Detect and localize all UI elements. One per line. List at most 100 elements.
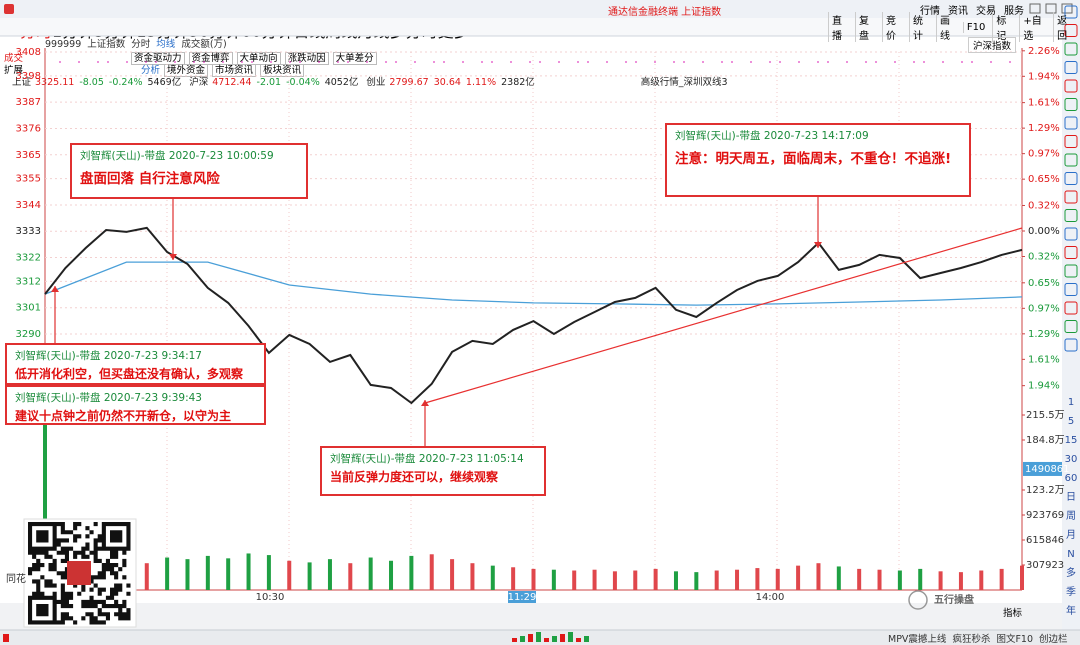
tab[interactable]: 资金博弈 bbox=[188, 52, 233, 65]
annotation: 刘智辉(天山)-带盘 2020-7-23 9:34:17 低开消化利空，但买盘还没… bbox=[5, 343, 266, 385]
signal-dot bbox=[673, 61, 675, 63]
tab[interactable]: 市场资讯 bbox=[212, 64, 257, 77]
sidebar-icon bbox=[1064, 338, 1078, 352]
tool-button[interactable]: 统计 bbox=[908, 12, 929, 42]
y-tick-label: 3333 bbox=[16, 226, 41, 237]
signal-dot bbox=[769, 61, 771, 63]
mini-bar bbox=[544, 638, 549, 642]
y2-tick-label: 1.61% bbox=[1028, 354, 1060, 365]
tab[interactable]: 大单动向 bbox=[236, 52, 281, 65]
volume-bar bbox=[999, 568, 1004, 590]
sidebar-period: 年 bbox=[1066, 604, 1076, 617]
volume-bar bbox=[409, 555, 414, 590]
status-link[interactable]: MPV震撼上线 bbox=[888, 634, 947, 645]
sidebar-bg bbox=[1062, 0, 1080, 645]
signal-dot bbox=[395, 61, 397, 63]
volume-bar bbox=[511, 567, 516, 590]
status-item: 4052亿 bbox=[324, 77, 359, 88]
tool-button[interactable]: 直播 bbox=[828, 12, 848, 42]
sidebar-period: 60 bbox=[1065, 473, 1078, 484]
status-marker bbox=[3, 634, 9, 642]
status-link[interactable]: 疯狂秒杀 bbox=[952, 634, 991, 645]
status-link[interactable]: 创边栏 bbox=[1039, 634, 1068, 645]
annotation: 刘智辉(天山)-带盘 2020-7-23 14:17:09 注意：明天周五，面临周… bbox=[665, 123, 971, 197]
y-tick-label: 3387 bbox=[16, 97, 41, 108]
sidebar-icon bbox=[1064, 227, 1078, 241]
signal-dot bbox=[827, 61, 829, 63]
top-link[interactable]: 服务 bbox=[1004, 5, 1024, 17]
tab[interactable]: 板块资讯 bbox=[260, 64, 305, 77]
y2-tick-label: 1.94% bbox=[1028, 381, 1060, 392]
tool-button[interactable]: 竞价 bbox=[881, 12, 902, 42]
signal-dot bbox=[539, 61, 541, 63]
signal-dot bbox=[510, 61, 512, 63]
annotation-header: 刘智辉(天山)-带盘 2020-7-23 14:17:09 bbox=[675, 130, 869, 142]
top-link[interactable]: 行情 bbox=[920, 5, 940, 17]
sidebar-period: 1 bbox=[1068, 397, 1074, 408]
sidebar-icon bbox=[1064, 5, 1078, 19]
sidebar-period: 月 bbox=[1066, 529, 1076, 541]
index-label: 沪深指数 bbox=[968, 37, 1017, 53]
top-link[interactable]: 交易 bbox=[976, 5, 996, 17]
volume-bar bbox=[348, 563, 353, 590]
average-line bbox=[44, 261, 1023, 306]
sidebar-icon bbox=[1064, 320, 1078, 333]
tool-button[interactable]: +自选 bbox=[1019, 12, 1046, 42]
signal-dot bbox=[59, 61, 61, 63]
signal-dot bbox=[1009, 61, 1011, 63]
window-button bbox=[1045, 3, 1057, 14]
toolbar-bg bbox=[0, 18, 1080, 36]
volume-bar bbox=[897, 570, 902, 590]
status-item: 1.11% bbox=[465, 77, 497, 88]
signal-dot bbox=[203, 61, 205, 63]
volume-bar bbox=[918, 568, 923, 590]
volume-bar bbox=[633, 570, 638, 590]
cursor-label-bg bbox=[1023, 461, 1062, 476]
tab[interactable]: 涨跌动因 bbox=[284, 52, 329, 65]
signal-dot bbox=[654, 61, 656, 63]
tool-button[interactable]: 画线 bbox=[935, 12, 956, 42]
tab[interactable]: 成交 bbox=[4, 53, 24, 64]
volume-bar bbox=[470, 563, 475, 590]
volume-bar bbox=[979, 570, 984, 590]
volume-bar bbox=[307, 562, 312, 590]
signal-dot bbox=[193, 61, 195, 63]
tab[interactable]: 境外资金 bbox=[164, 64, 209, 77]
sidebar-icon bbox=[1064, 42, 1078, 56]
annotation-header: 刘智辉(天山)-带盘 2020-7-23 11:05:14 bbox=[330, 453, 524, 465]
signal-dot bbox=[683, 61, 685, 63]
signal-dot bbox=[625, 61, 627, 63]
signal-dot bbox=[990, 61, 992, 63]
annotation-header: 刘智辉(天山)-带盘 2020-7-23 9:34:17 bbox=[15, 350, 202, 362]
tool-button[interactable]: 复盘 bbox=[854, 12, 875, 42]
mini-bar bbox=[528, 634, 533, 642]
tool-button[interactable]: 返回 bbox=[1053, 12, 1073, 42]
y-tick-label: 3365 bbox=[16, 150, 41, 161]
tab[interactable]: 大单差分 bbox=[332, 52, 377, 65]
top-link[interactable]: 资讯 bbox=[948, 5, 968, 17]
time-label: 10:30 bbox=[256, 592, 285, 603]
signal-dot bbox=[270, 61, 272, 63]
tool-button[interactable]: F10 bbox=[962, 21, 985, 33]
signal-dot bbox=[126, 61, 128, 63]
volume-bar bbox=[368, 557, 373, 590]
tab[interactable]: 资金驱动力 bbox=[131, 52, 185, 65]
trend-line bbox=[424, 227, 1023, 404]
status-link[interactable]: 图文F10 bbox=[996, 634, 1034, 645]
volume-bar bbox=[1020, 565, 1024, 590]
status-item: -8.05 bbox=[79, 77, 104, 88]
tool-button[interactable]: 标记 bbox=[992, 12, 1012, 42]
annotation-text: 注意：明天周五，面临周末，不重仓！不追涨! bbox=[675, 151, 952, 167]
watermark: 五行操盘 bbox=[934, 593, 974, 606]
tab[interactable]: 分析 bbox=[141, 65, 161, 76]
signal-dot bbox=[385, 61, 387, 63]
volume-tick-label: 184.8万 bbox=[1026, 435, 1065, 446]
y-tick-label: 3376 bbox=[16, 123, 41, 134]
sidebar-icon bbox=[1064, 24, 1078, 37]
time-label: 14:00 bbox=[756, 592, 785, 603]
mini-bar bbox=[552, 636, 557, 642]
info-item: 999999 bbox=[45, 39, 82, 50]
tab[interactable]: 扩展 bbox=[4, 65, 24, 76]
arrow-head bbox=[421, 400, 429, 406]
top-right: 行情 资讯 交易 服务 bbox=[920, 0, 1032, 18]
